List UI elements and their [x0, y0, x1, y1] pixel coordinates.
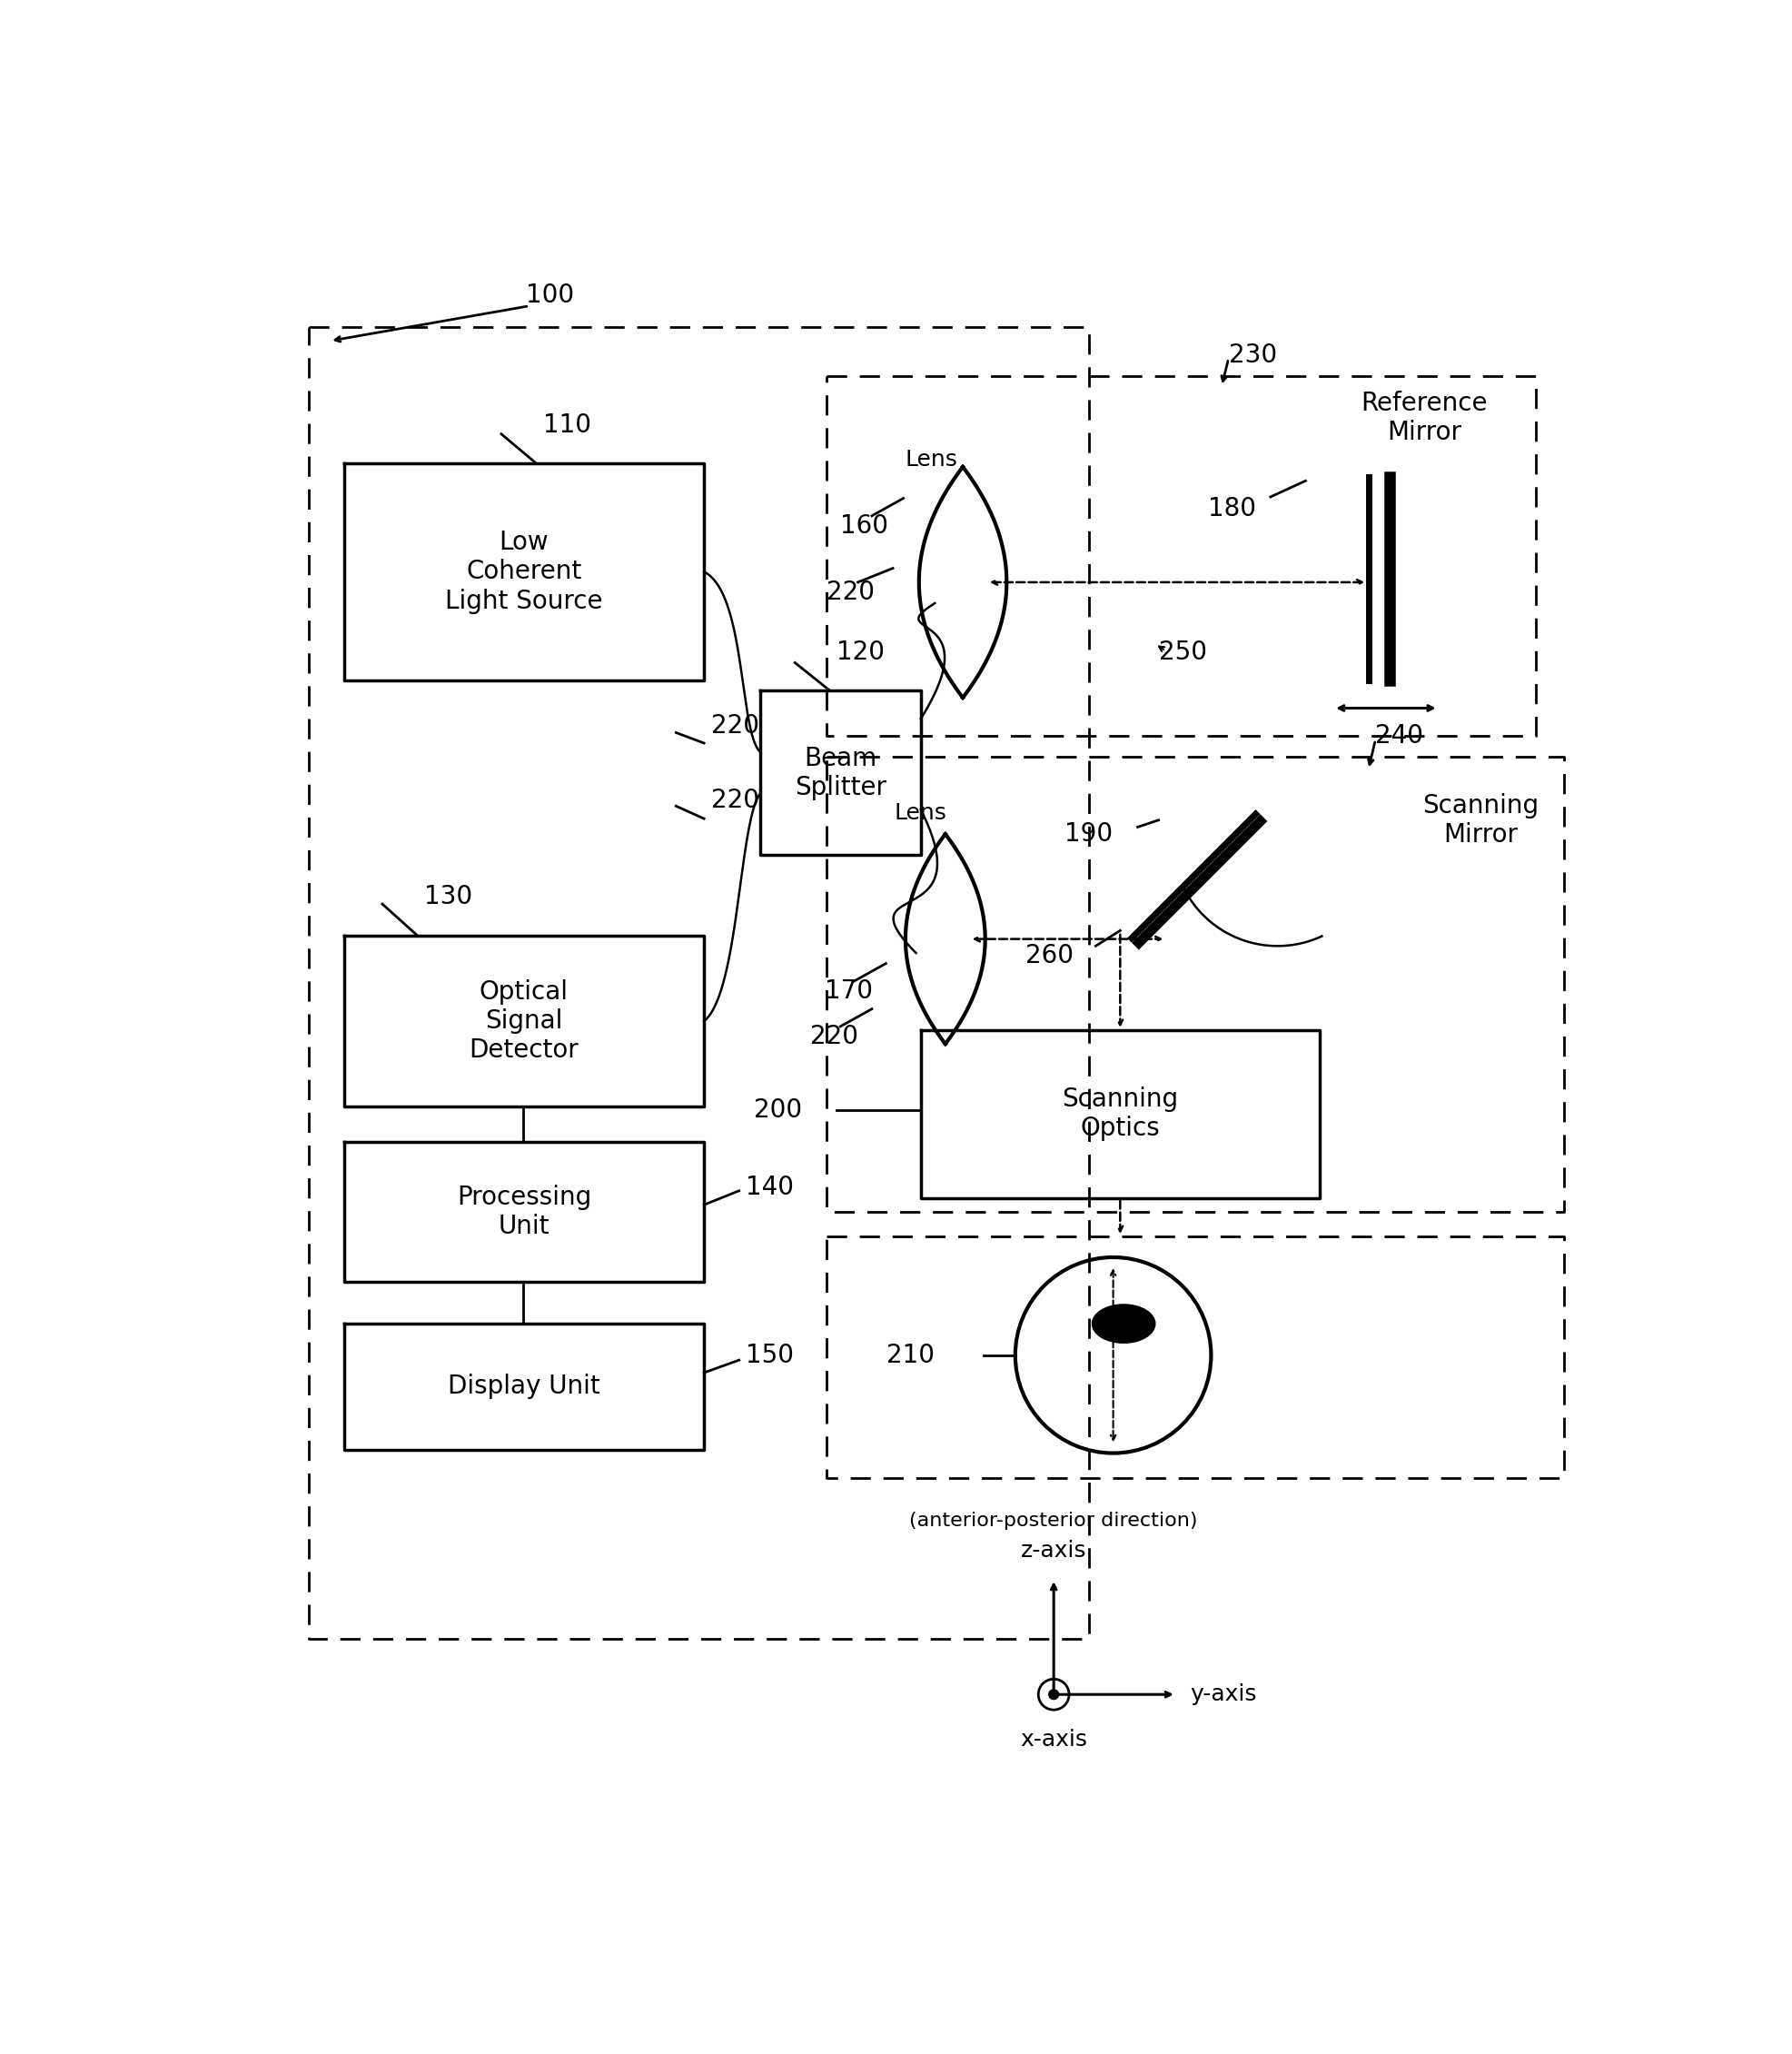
Text: 110: 110	[543, 413, 591, 438]
Text: Optical
Signal
Detector: Optical Signal Detector	[470, 980, 579, 1064]
Text: 250: 250	[1159, 639, 1206, 665]
Circle shape	[1048, 1690, 1059, 1699]
Text: 230: 230	[1229, 343, 1278, 368]
Text: z-axis: z-axis	[1021, 1540, 1086, 1561]
Text: 190: 190	[1064, 822, 1113, 846]
Text: Display Unit: Display Unit	[448, 1374, 600, 1399]
Text: Lens: Lens	[905, 450, 957, 470]
Text: 120: 120	[837, 639, 885, 665]
Text: 130: 130	[425, 885, 473, 910]
Text: Reference
Mirror: Reference Mirror	[1362, 390, 1487, 446]
Text: Scanning
Optics: Scanning Optics	[1063, 1087, 1179, 1142]
Text: 140: 140	[745, 1175, 794, 1200]
Text: 150: 150	[745, 1343, 794, 1368]
Text: Lens: Lens	[894, 803, 948, 824]
Text: 170: 170	[824, 978, 873, 1004]
Text: x-axis: x-axis	[1020, 1729, 1088, 1750]
Text: Scanning
Mirror: Scanning Mirror	[1423, 793, 1539, 848]
Text: 240: 240	[1376, 723, 1423, 750]
Text: 210: 210	[887, 1343, 935, 1368]
Text: y-axis: y-axis	[1190, 1684, 1256, 1705]
Text: 220: 220	[810, 1025, 858, 1050]
Text: 220: 220	[826, 579, 874, 606]
Text: 100: 100	[527, 283, 573, 308]
Text: Low
Coherent
Light Source: Low Coherent Light Source	[444, 530, 602, 614]
Text: 200: 200	[754, 1097, 803, 1124]
Text: 180: 180	[1208, 497, 1256, 522]
Text: Processing
Unit: Processing Unit	[457, 1185, 591, 1239]
Text: 160: 160	[840, 514, 889, 538]
Text: Beam
Splitter: Beam Splitter	[794, 746, 887, 801]
Text: 220: 220	[711, 789, 760, 813]
Text: 260: 260	[1025, 943, 1073, 969]
Text: 220: 220	[711, 713, 760, 737]
Ellipse shape	[1091, 1304, 1156, 1343]
Text: (anterior-posterior direction): (anterior-posterior direction)	[910, 1512, 1197, 1530]
